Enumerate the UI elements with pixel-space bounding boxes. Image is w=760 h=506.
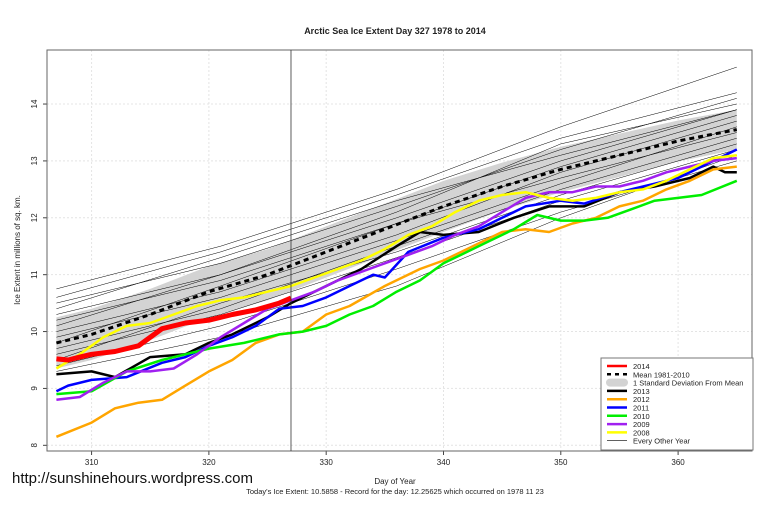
y-axis-label: Ice Extent in millions of sq. km. <box>13 195 22 305</box>
x-tick-label: 320 <box>202 458 216 467</box>
legend-label: 2013 <box>633 387 650 396</box>
legend-label: 2014 <box>633 362 650 371</box>
series-line-2014 <box>56 295 292 363</box>
series-line-2008 <box>55 153 737 370</box>
series-line-2010 <box>56 179 738 396</box>
legend-label: Mean 1981-2010 <box>633 370 690 379</box>
y-tick-label: 14 <box>30 99 39 108</box>
mean-line <box>56 128 738 345</box>
legend-label: 1 Standard Deviation From Mean <box>633 379 743 388</box>
other-year-line <box>56 103 737 327</box>
y-tick-label: 9 <box>30 386 39 391</box>
caption: Today's Ice Extent: 10.5858 - Record for… <box>246 487 544 496</box>
y-tick-label: 13 <box>30 156 39 165</box>
x-axis-label: Day of Year <box>374 477 416 486</box>
legend-label: Every Other Year <box>633 437 691 446</box>
other-year-line <box>56 98 737 304</box>
series-line-2009 <box>56 156 737 402</box>
other-year-line <box>56 160 737 366</box>
other-year-line <box>56 143 737 361</box>
other-year-line <box>56 66 737 290</box>
plot-frame <box>46 49 753 452</box>
y-tick-label: 10 <box>30 327 39 336</box>
x-tick-label: 340 <box>437 458 451 467</box>
sd-band <box>56 109 737 369</box>
watermark-url: http://sunshinehours.wordpress.com <box>12 470 253 487</box>
other-year-line <box>56 154 737 372</box>
legend-swatch-sd <box>606 378 628 387</box>
series-line-2011 <box>55 148 738 393</box>
legend-label: 2008 <box>633 428 650 437</box>
legend-box <box>600 357 754 451</box>
legend-label: 2009 <box>633 420 650 429</box>
x-tick-label: 310 <box>85 458 99 467</box>
y-tick-label: 12 <box>30 213 39 222</box>
chart-title: Arctic Sea Ice Extent Day 327 1978 to 20… <box>304 26 486 36</box>
other-year-line <box>56 109 737 315</box>
other-year-line <box>56 126 737 338</box>
x-tick-label: 330 <box>320 458 334 467</box>
y-tick-label: 8 <box>30 443 39 448</box>
series-line-2013 <box>56 165 737 379</box>
legend-label: 2010 <box>633 412 650 421</box>
x-tick-label: 350 <box>554 458 568 467</box>
legend-label: 2011 <box>633 404 649 413</box>
x-tick-label: 360 <box>671 458 685 467</box>
legend-label: 2012 <box>633 395 650 404</box>
series-line-2012 <box>55 165 737 438</box>
other-year-line <box>56 92 737 298</box>
y-tick-label: 11 <box>30 270 39 279</box>
other-year-line <box>56 109 737 310</box>
